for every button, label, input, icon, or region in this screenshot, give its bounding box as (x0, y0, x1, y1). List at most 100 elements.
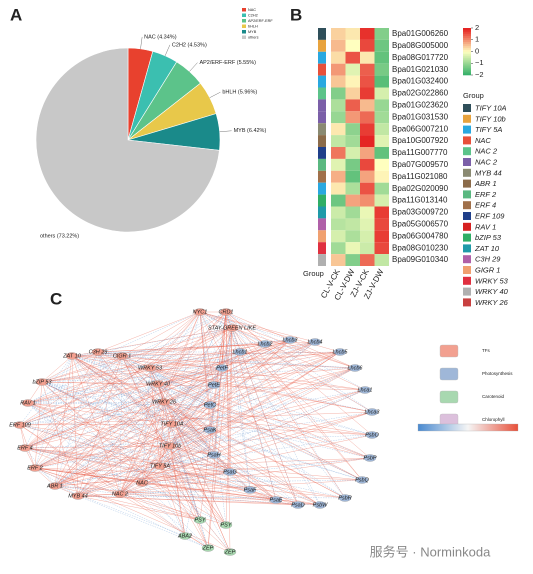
node (233, 348, 247, 356)
edge (171, 423, 373, 436)
node-label: PetE (208, 382, 220, 388)
edge (41, 367, 151, 383)
node-label: Lhca3 (365, 409, 381, 415)
colorbar-label: −2 (475, 70, 484, 79)
colorbar-step (463, 63, 471, 66)
node-label: PsaG (223, 469, 237, 475)
legend-label: NAC 2 (475, 147, 498, 156)
legend-label: bZIP 53 (475, 233, 502, 242)
node-label: TIFY 10A (160, 421, 183, 427)
edge (141, 482, 227, 526)
group-cell (318, 39, 326, 52)
node-label: PsbP (363, 455, 376, 461)
edge (159, 367, 223, 467)
edge (157, 341, 316, 385)
colorbar-step (463, 61, 471, 64)
legend-title: Group (463, 91, 484, 100)
edge (169, 404, 211, 447)
edge (54, 351, 341, 487)
node-label: ZAT 10 (62, 353, 82, 359)
colorbar-step (463, 73, 471, 76)
edge (77, 383, 159, 497)
colorbar-step (463, 67, 471, 70)
node (355, 476, 369, 484)
node (71, 492, 85, 500)
row-label: Bpa02G020090 (392, 184, 449, 193)
edge (199, 311, 316, 343)
edge (27, 402, 215, 456)
edge (169, 389, 366, 447)
edge (119, 351, 341, 495)
edge (27, 402, 201, 521)
leader-line (164, 44, 171, 56)
colorbar-step (463, 31, 471, 35)
legend-label: GIGR 1 (475, 265, 500, 274)
heat-cell (360, 254, 375, 266)
slice-label: AP2/ERF-ERF (5.55%) (199, 60, 256, 66)
group-cell (318, 218, 326, 231)
edge (34, 467, 209, 549)
edge (24, 447, 56, 487)
edge (71, 355, 211, 406)
edge (19, 367, 151, 426)
node-label: ERF 109 (9, 422, 31, 428)
edge (77, 445, 171, 497)
row-label: Bpa01G021030 (392, 65, 449, 74)
row-label: Bpa01G031530 (392, 112, 449, 121)
edge (27, 367, 223, 404)
edge (34, 467, 231, 553)
node-label: TIFY 10b (159, 443, 182, 449)
group-cell (318, 123, 326, 136)
edge (71, 339, 291, 357)
edge (71, 355, 227, 526)
legend-swatch (439, 344, 459, 358)
heat-cell (374, 206, 389, 219)
group-axis-label: Group (303, 269, 324, 278)
legend-swatch (463, 136, 471, 145)
node-label: CRD1 (219, 309, 234, 315)
slice-label: MYB (6.42%) (234, 128, 267, 134)
edge (54, 401, 165, 487)
leader-line (209, 92, 221, 98)
heat-cell (331, 218, 346, 231)
legend-swatch (463, 201, 471, 210)
edge (119, 401, 165, 495)
edge (54, 423, 173, 487)
edge (77, 495, 201, 521)
legend-swatch (463, 276, 471, 285)
edge (27, 401, 165, 404)
colorbar-step (463, 37, 471, 41)
edge (141, 311, 227, 484)
legend-swatch (463, 298, 471, 307)
legend-label: RAV 1 (475, 222, 496, 231)
node (215, 364, 229, 372)
edge (34, 351, 341, 469)
edge (149, 367, 363, 481)
edge (199, 311, 227, 526)
edge (97, 351, 121, 495)
edge (171, 351, 341, 425)
node-label: PSY (194, 517, 205, 523)
edge (19, 411, 373, 426)
edge (121, 327, 233, 357)
edge (157, 383, 346, 499)
heat-cell (374, 147, 389, 159)
edge (121, 355, 356, 369)
edge (19, 327, 233, 426)
edge (225, 311, 277, 501)
edge (149, 367, 231, 473)
leader-line (219, 130, 232, 133)
slice-label: C2H2 (4.53%) (172, 42, 207, 48)
edge (157, 367, 356, 385)
edge (27, 402, 211, 406)
colorbar-step (463, 59, 471, 62)
edge (41, 339, 291, 383)
legend-label: MYB 44 (475, 168, 502, 177)
node (13, 421, 27, 429)
edge (19, 401, 165, 426)
node-label: WRKY 40 (146, 381, 171, 387)
legend-swatch (242, 13, 246, 17)
edge (41, 355, 123, 383)
legend-swatch (463, 158, 471, 166)
group-cell (318, 182, 326, 195)
